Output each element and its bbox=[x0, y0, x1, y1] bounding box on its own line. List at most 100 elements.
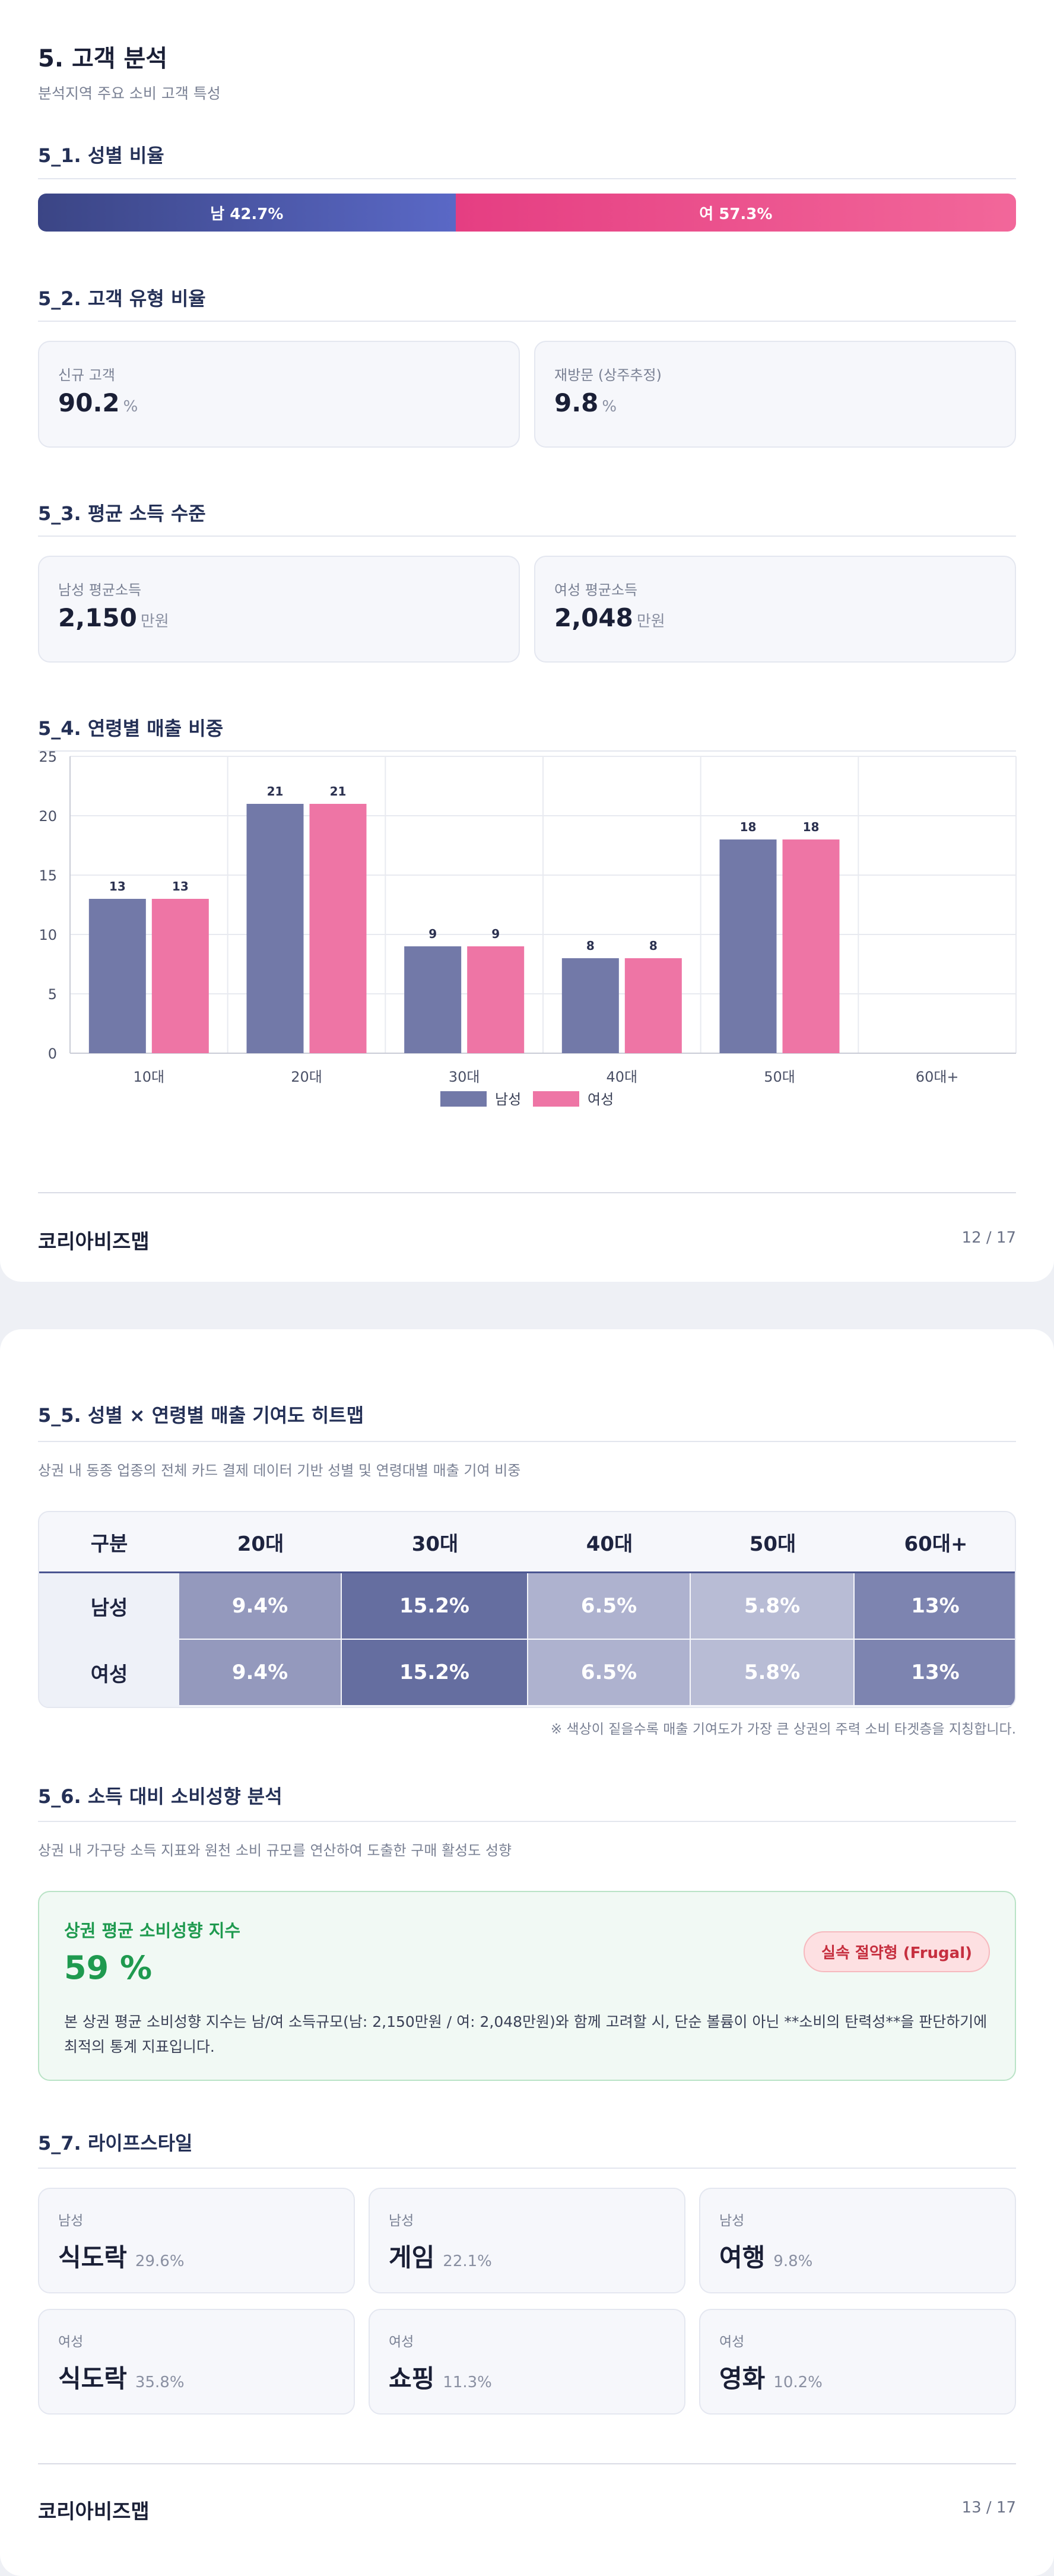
heatmap-cell: 6.5% bbox=[528, 1573, 690, 1639]
female-income-card: 여성 평균소득 2,048 만원 bbox=[534, 556, 1016, 663]
heatmap-cell: 13% bbox=[855, 1573, 1015, 1639]
male-income-card: 남성 평균소득 2,150 만원 bbox=[38, 556, 520, 663]
new-customer-value: 90.2% bbox=[58, 388, 138, 417]
report-page-12: 5. 고객 분석 분석지역 주요 소비 고객 특성 5_1. 성별 비율 남 4… bbox=[0, 0, 1054, 1282]
customer-type-heading: 5_2. 고객 유형 비율 bbox=[38, 287, 206, 310]
heatmap-cell: 6.5% bbox=[528, 1640, 690, 1705]
propensity-card: 상권 평균 소비성향 지수 59 % 실속 절약형 (Frugal) 본 상권 … bbox=[38, 1891, 1016, 2081]
heatmap-col-header: 60대+ bbox=[904, 1532, 968, 1556]
data-label: 13 bbox=[172, 879, 189, 893]
heatmap-col-header: 40대 bbox=[586, 1532, 633, 1556]
propensity-heading: 5_6. 소득 대비 소비성향 분석 bbox=[38, 1785, 282, 1808]
propensity-body-text: 본 상권 평균 소비성향 지수는 남/여 소득규모(남: 2,150만원 / 여… bbox=[64, 2013, 988, 2055]
lifestyle-gender: 여성 bbox=[58, 2334, 84, 2350]
heatmap-note: ※ 색상이 짙을수록 매출 기여도가 가장 큰 상권의 주력 소비 타겟층을 지… bbox=[550, 1722, 1016, 1737]
lifestyle-name: 영화 10.2% bbox=[719, 2364, 823, 2393]
heatmap-col-header: 30대 bbox=[411, 1532, 459, 1556]
section-divider bbox=[38, 1821, 1016, 1822]
bar bbox=[624, 958, 682, 1053]
y-tick-label: 15 bbox=[39, 867, 57, 884]
income-heading: 5_3. 평균 소득 수준 bbox=[38, 502, 206, 525]
x-tick-label: 50대 bbox=[764, 1069, 795, 1085]
data-label: 9 bbox=[428, 927, 437, 941]
propensity-description: 상권 내 가구당 소득 지표와 원천 소비 규모를 연산하여 도출한 구매 활성… bbox=[38, 1842, 512, 1859]
x-tick-label: 10대 bbox=[134, 1069, 165, 1085]
legend-label: 여성 bbox=[588, 1091, 614, 1108]
y-tick-label: 0 bbox=[48, 1045, 57, 1062]
y-tick-label: 10 bbox=[39, 927, 57, 943]
section-divider bbox=[38, 2168, 1016, 2169]
male-income-label: 남성 평균소득 bbox=[58, 582, 142, 598]
lifestyle-gender: 여성 bbox=[389, 2334, 414, 2350]
gender-ratio-heading: 5_1. 성별 비율 bbox=[38, 144, 164, 167]
returning-customer-card: 재방문 (상주추정) 9.8% bbox=[534, 341, 1016, 448]
bar bbox=[309, 804, 367, 1053]
heatmap-row-label: 남성 bbox=[90, 1596, 128, 1620]
bar bbox=[246, 804, 304, 1053]
bar bbox=[467, 946, 525, 1053]
lifestyle-name: 쇼핑 11.3% bbox=[389, 2364, 492, 2393]
bar bbox=[782, 839, 840, 1053]
lifestyle-name: 여행 9.8% bbox=[719, 2243, 813, 2272]
y-tick-label: 25 bbox=[39, 750, 57, 765]
data-label: 18 bbox=[803, 820, 820, 834]
legend-swatch bbox=[533, 1091, 579, 1107]
male-segment: 남 42.7% bbox=[38, 194, 456, 232]
y-tick-label: 5 bbox=[48, 986, 57, 1003]
legend-swatch bbox=[440, 1091, 487, 1107]
lifestyle-card: 여성 식도락 35.8% bbox=[38, 2309, 355, 2415]
footer-brand: 코리아비즈맵 bbox=[38, 2500, 150, 2524]
x-tick-label: 40대 bbox=[607, 1069, 638, 1085]
data-label: 9 bbox=[491, 927, 500, 941]
bar bbox=[151, 899, 209, 1053]
lifestyle-name: 식도락 35.8% bbox=[58, 2364, 185, 2393]
heatmap-description: 상권 내 동종 업종의 전체 카드 결제 데이터 기반 성별 및 연령대별 매출… bbox=[38, 1462, 521, 1479]
report-page-13: 5_5. 성별 × 연령별 매출 기여도 히트맵 상권 내 동종 업종의 전체 … bbox=[0, 1329, 1054, 2576]
legend-label: 남성 bbox=[495, 1091, 521, 1108]
bar bbox=[404, 946, 462, 1053]
section-divider bbox=[38, 750, 1016, 752]
heatmap-cell: 9.4% bbox=[179, 1640, 341, 1705]
bar bbox=[719, 839, 777, 1053]
lifestyle-heading: 5_7. 라이프스타일 bbox=[38, 2132, 193, 2154]
footer-brand: 코리아비즈맵 bbox=[38, 1230, 150, 1254]
heatmap-corner-header: 구분 bbox=[90, 1532, 128, 1556]
lifestyle-name: 식도락 29.6% bbox=[58, 2243, 185, 2272]
data-label: 13 bbox=[109, 879, 126, 893]
lifestyle-card: 남성 게임 22.1% bbox=[369, 2188, 685, 2293]
data-label: 18 bbox=[740, 820, 757, 834]
bar bbox=[88, 899, 146, 1053]
female-segment: 여 57.3% bbox=[455, 194, 1016, 232]
page-number: 13 / 17 bbox=[961, 2499, 1016, 2517]
lifestyle-gender: 여성 bbox=[719, 2334, 745, 2350]
heatmap-table: 구분 20대 30대 40대 50대 60대+ 남성 여성 9.4% 15.2% 6… bbox=[38, 1511, 1016, 1708]
section-divider bbox=[38, 178, 1016, 179]
age-sales-bar-chart: 0 5 10 15 20 25 13 13 10대 21 21 20대 9 9 30대 8 8 40대 18 18 50… bbox=[39, 750, 1017, 1108]
propensity-index-value: 59 % bbox=[64, 1949, 153, 1986]
heatmap-cell: 15.2% bbox=[342, 1573, 527, 1639]
lifestyle-gender: 남성 bbox=[719, 2213, 745, 2229]
heatmap-cell: 5.8% bbox=[691, 1640, 853, 1705]
x-tick-label: 20대 bbox=[291, 1069, 322, 1085]
propensity-card-title: 상권 평균 소비성향 지수 bbox=[64, 1921, 241, 1941]
lifestyle-gender: 남성 bbox=[58, 2213, 84, 2229]
section-divider bbox=[38, 1441, 1016, 1442]
heatmap-col-header: 20대 bbox=[237, 1532, 284, 1556]
heatmap-row-label: 여성 bbox=[90, 1662, 128, 1687]
returning-customer-label: 재방문 (상주추정) bbox=[554, 367, 662, 384]
lifestyle-name: 게임 22.1% bbox=[389, 2243, 492, 2272]
returning-customer-value: 9.8% bbox=[554, 388, 617, 417]
y-tick-label: 20 bbox=[39, 808, 57, 825]
lifestyle-card: 여성 쇼핑 11.3% bbox=[369, 2309, 685, 2415]
footer-divider bbox=[38, 2463, 1016, 2464]
heatmap-cell: 15.2% bbox=[342, 1640, 527, 1705]
heatmap-row-label-column bbox=[39, 1573, 179, 1707]
data-label: 8 bbox=[586, 939, 595, 953]
heatmap-heading: 5_5. 성별 × 연령별 매출 기여도 히트맵 bbox=[38, 1404, 364, 1427]
heatmap-header-rule bbox=[39, 1571, 1015, 1573]
propensity-type-badge: 실속 절약형 (Frugal) bbox=[804, 1931, 990, 1972]
page-subtitle: 분석지역 주요 소비 고객 특성 bbox=[38, 85, 221, 102]
footer-divider bbox=[38, 1192, 1016, 1193]
new-customer-card: 신규 고객 90.2% bbox=[38, 341, 520, 448]
heatmap-col-header: 50대 bbox=[749, 1532, 796, 1556]
